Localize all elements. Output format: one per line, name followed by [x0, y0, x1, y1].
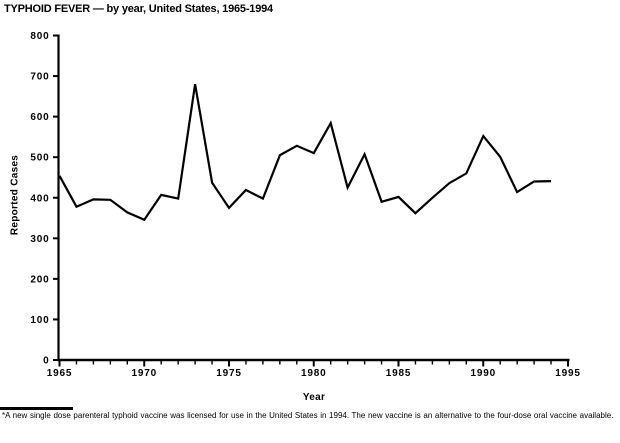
data-series — [58, 84, 552, 222]
x-axis-ticks: 1965 1970 1975 1980 1985 1990 1995 — [47, 361, 580, 379]
x-tick-label: 1995 — [555, 368, 580, 379]
x-axis-title: Year — [302, 392, 326, 403]
y-axis-title: Reported Cases — [9, 154, 21, 236]
y-tick-label: 300 — [30, 234, 49, 245]
x-tick-label: 1990 — [471, 368, 496, 379]
reported-cases-line — [58, 84, 552, 222]
y-tick-label: 600 — [30, 112, 49, 123]
footnote-marker: * — [2, 411, 6, 420]
x-tick-label: 1980 — [301, 368, 326, 379]
y-tick-label: 700 — [30, 72, 49, 83]
x-tick-label: 1965 — [47, 368, 72, 379]
footnote: *A new single dose parenteral typhoid va… — [2, 411, 620, 420]
chart-title: TYPHOID FEVER — by year, United States, … — [4, 3, 273, 15]
x-tick-label: 1975 — [216, 368, 241, 379]
axes — [57, 34, 570, 362]
x-tick-label: 1985 — [386, 368, 411, 379]
footnote-text: A new single dose parenteral typhoid vac… — [5, 411, 614, 420]
y-tick-label: 800 — [30, 31, 49, 42]
y-tick-label: 0 — [43, 356, 49, 367]
footnote-divider — [0, 407, 73, 410]
y-axis-ticks: 0 100 200 300 400 500 600 700 800 — [30, 31, 58, 367]
x-tick-label: 1970 — [132, 368, 157, 379]
y-tick-label: 500 — [30, 153, 49, 164]
y-tick-label: 400 — [30, 193, 49, 204]
y-tick-label: 100 — [30, 315, 49, 326]
y-tick-label: 200 — [30, 274, 49, 285]
